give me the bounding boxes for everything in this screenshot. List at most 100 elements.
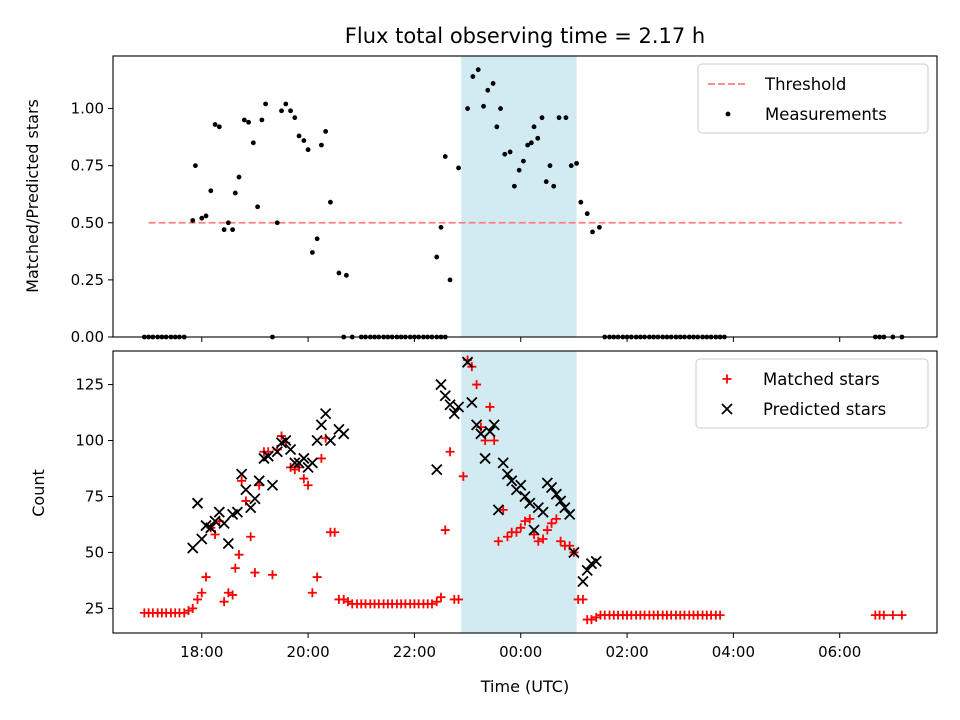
predicted-star-point bbox=[554, 495, 567, 507]
matched-star-point bbox=[547, 518, 557, 528]
legend-matched-label: Matched stars bbox=[763, 370, 880, 389]
measurement-point bbox=[442, 154, 448, 159]
predicted-star-point bbox=[213, 506, 225, 518]
matched-star-point bbox=[533, 536, 543, 546]
matched-star-point bbox=[498, 505, 508, 515]
bottom-legend: Matched stars Predicted stars bbox=[695, 358, 929, 429]
predicted-star-point bbox=[266, 479, 279, 491]
measurement-point bbox=[323, 128, 329, 134]
measurement-point bbox=[203, 213, 209, 219]
top-y-tick-label: 0.25 bbox=[71, 271, 104, 289]
matched-star-point bbox=[715, 610, 725, 620]
matched-star-point bbox=[179, 608, 189, 618]
measurement-point bbox=[208, 188, 214, 194]
bottom-y-tick-label: 125 bbox=[75, 376, 104, 394]
predicted-star-point bbox=[479, 452, 491, 465]
matched-star-point bbox=[436, 592, 446, 602]
top-y-tick-label: 0.50 bbox=[71, 214, 104, 232]
measurement-point bbox=[314, 236, 320, 242]
predicted-star-point bbox=[284, 443, 297, 456]
matched-star-point bbox=[511, 527, 521, 537]
measurement-point bbox=[232, 190, 238, 196]
legend-predicted-swatch bbox=[721, 403, 733, 415]
predicted-star-point bbox=[466, 396, 478, 409]
predicted-star-point bbox=[209, 515, 221, 527]
legend-predicted-label: Predicted stars bbox=[763, 400, 886, 419]
matched-star-point bbox=[551, 514, 561, 524]
matched-star-point bbox=[454, 594, 464, 604]
predicted-star-point bbox=[497, 457, 509, 469]
predicted-star-point bbox=[519, 490, 531, 503]
predicted-star-point bbox=[320, 408, 332, 420]
matched-star-point bbox=[246, 532, 256, 542]
predicted-star-point bbox=[431, 463, 443, 476]
predicted-star-point bbox=[306, 457, 318, 469]
matched-star-point bbox=[542, 525, 552, 535]
matched-star-point bbox=[188, 603, 198, 613]
measurement-point bbox=[556, 115, 562, 121]
measurement-point bbox=[199, 215, 205, 221]
matched-star-point bbox=[316, 453, 326, 463]
measurement-point bbox=[528, 140, 534, 146]
measurement-point bbox=[578, 199, 584, 205]
matched-star-point bbox=[591, 612, 601, 622]
predicted-star-point bbox=[298, 452, 310, 465]
measurement-point bbox=[494, 124, 500, 130]
predicted-star-point bbox=[590, 555, 602, 568]
x-tick-label: 04:00 bbox=[712, 643, 755, 661]
matched-star-point bbox=[303, 480, 313, 490]
measurement-point bbox=[490, 81, 496, 86]
matched-star-point bbox=[472, 380, 482, 390]
measurement-point bbox=[584, 211, 590, 217]
matched-star-point bbox=[578, 594, 588, 604]
predicted-star-point bbox=[524, 497, 536, 509]
predicted-star-point bbox=[289, 457, 301, 469]
matched-star-point bbox=[516, 523, 526, 533]
predicted-star-point bbox=[484, 425, 496, 438]
bottom-y-tick-label: 25 bbox=[85, 599, 104, 617]
matched-star-point bbox=[230, 563, 240, 573]
measurement-point bbox=[283, 101, 289, 107]
measurement-point bbox=[263, 101, 268, 107]
measurement-point bbox=[521, 158, 526, 164]
predicted-star-point bbox=[444, 399, 456, 411]
measurement-point bbox=[475, 67, 481, 73]
predicted-star-point bbox=[439, 390, 451, 402]
predicted-star-point bbox=[253, 475, 265, 487]
matched-star-point bbox=[237, 476, 247, 486]
predicted-star-point bbox=[249, 493, 261, 505]
predicted-star-point bbox=[452, 401, 465, 413]
x-tick-label: 18:00 bbox=[180, 643, 223, 661]
matched-star-point bbox=[520, 516, 530, 526]
measurement-point bbox=[438, 224, 444, 230]
measurement-point bbox=[221, 227, 227, 233]
top-legend: Threshold Measurements bbox=[697, 63, 929, 134]
x-tick-label: 20:00 bbox=[286, 643, 329, 661]
predicted-star-point bbox=[191, 497, 204, 509]
measurement-point bbox=[447, 277, 453, 283]
predicted-star-point bbox=[488, 419, 500, 431]
predicted-star-point bbox=[461, 356, 474, 368]
measurement-point bbox=[498, 106, 503, 111]
highlight-band bbox=[461, 56, 577, 337]
matched-star-point bbox=[183, 606, 193, 616]
measurement-point bbox=[305, 147, 311, 153]
chart-title: Flux total observing time = 2.17 h bbox=[345, 24, 705, 48]
matched-star-point bbox=[489, 436, 499, 446]
x-tick-label: 22:00 bbox=[393, 643, 436, 661]
matched-star-point bbox=[440, 525, 450, 535]
predicted-star-point bbox=[545, 481, 558, 494]
predicted-star-point bbox=[559, 502, 571, 514]
top-y-tick-label: 0.00 bbox=[71, 328, 104, 346]
measurement-point bbox=[563, 115, 569, 121]
predicted-star-point bbox=[231, 506, 244, 518]
predicted-star-point bbox=[196, 533, 208, 545]
matched-star-point bbox=[234, 550, 244, 560]
legend-measurements-label: Measurements bbox=[765, 105, 887, 124]
measurement-point bbox=[193, 163, 198, 169]
measurement-point bbox=[212, 122, 218, 127]
predicted-star-point bbox=[338, 428, 350, 440]
top-y-tick-label: 1.00 bbox=[71, 100, 104, 118]
legend-matched-swatch bbox=[722, 374, 732, 384]
